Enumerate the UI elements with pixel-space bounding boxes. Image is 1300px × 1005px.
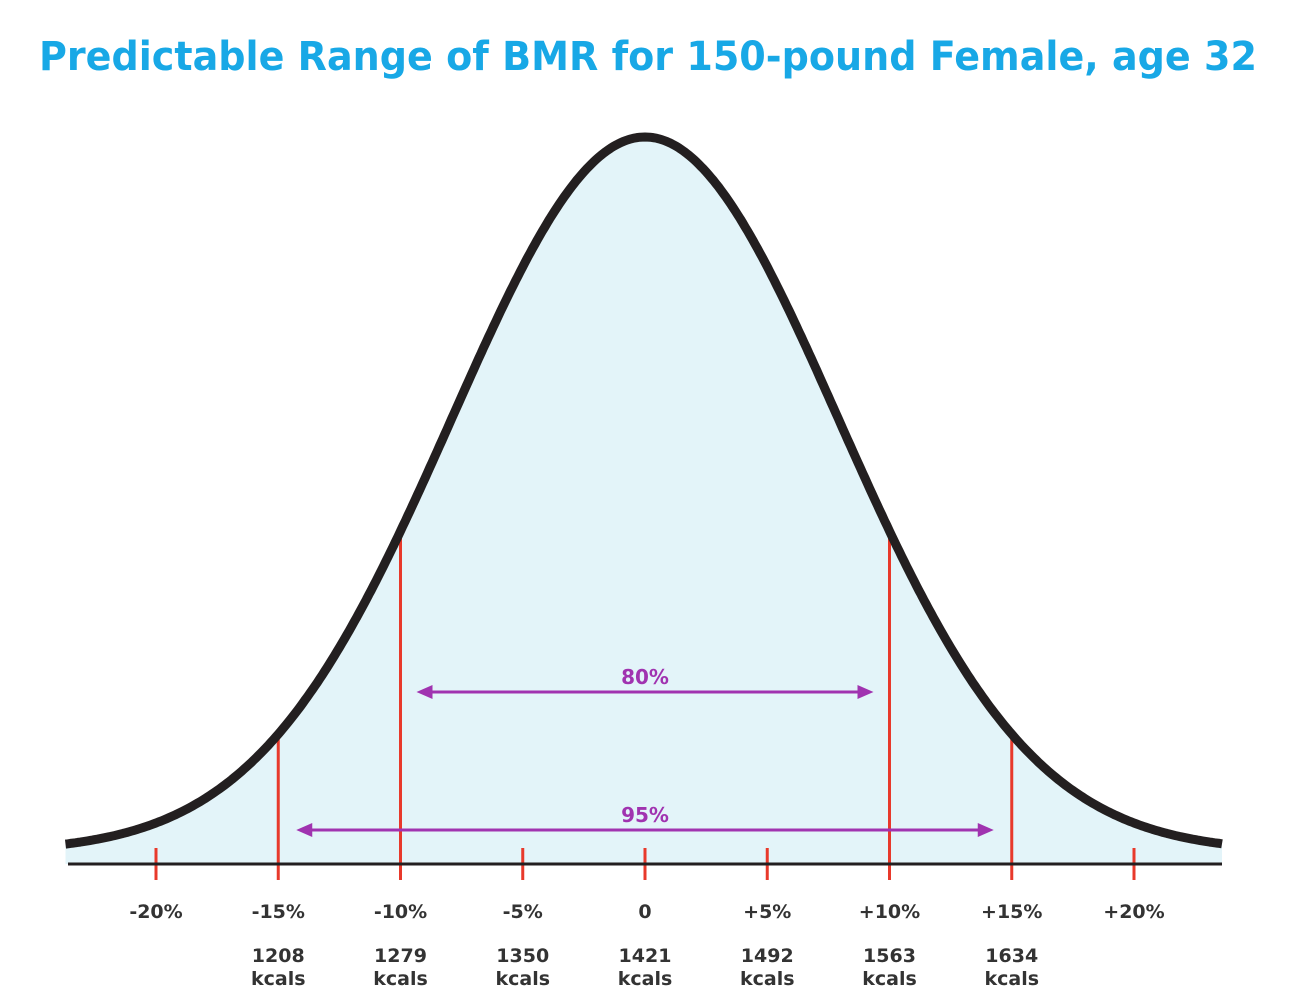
kcal-value-label: 1634 [985, 945, 1038, 967]
kcal-value-label: 1563 [863, 945, 916, 967]
kcal-unit-label: kcals [495, 968, 550, 990]
kcal-unit-label: kcals [618, 968, 673, 990]
range-arrowhead-right [857, 685, 874, 699]
kcal-value-label: 1421 [619, 945, 672, 967]
range-label: 95% [621, 803, 669, 827]
kcal-value-label: 1208 [252, 945, 305, 967]
chart-title: Predictable Range of BMR for 150-pound F… [39, 34, 1257, 80]
kcal-unit-label: kcals [740, 968, 795, 990]
kcal-unit-label: kcals [862, 968, 917, 990]
range-arrowhead-right [977, 823, 994, 837]
pct-tick-label: +20% [1103, 901, 1164, 923]
range-arrows: 80% 95% [296, 665, 994, 837]
pct-tick-label: +10% [859, 901, 920, 923]
distribution-area [65, 137, 1222, 864]
range-label: 80% [621, 665, 669, 689]
tick-labels: -20% -15%1208kcals-10%1279kcals-5%1350kca… [129, 901, 1164, 990]
pct-tick-label: +15% [981, 901, 1042, 923]
kcal-value-label: 1350 [496, 945, 549, 967]
kcal-value-label: 1492 [741, 945, 794, 967]
kcal-unit-label: kcals [251, 968, 306, 990]
kcal-unit-label: kcals [984, 968, 1039, 990]
range-arrowhead-left [296, 823, 313, 837]
pct-tick-label: 0 [638, 901, 651, 923]
distribution-curve [63, 132, 1225, 849]
pct-tick-label: -5% [503, 901, 543, 923]
pct-tick-label: -20% [129, 901, 182, 923]
pct-tick-label: -15% [252, 901, 305, 923]
range-arrowhead-left [416, 685, 433, 699]
pct-tick-label: +5% [743, 901, 791, 923]
kcal-unit-label: kcals [373, 968, 428, 990]
pct-tick-label: -10% [374, 901, 427, 923]
kcal-value-label: 1279 [374, 945, 427, 967]
